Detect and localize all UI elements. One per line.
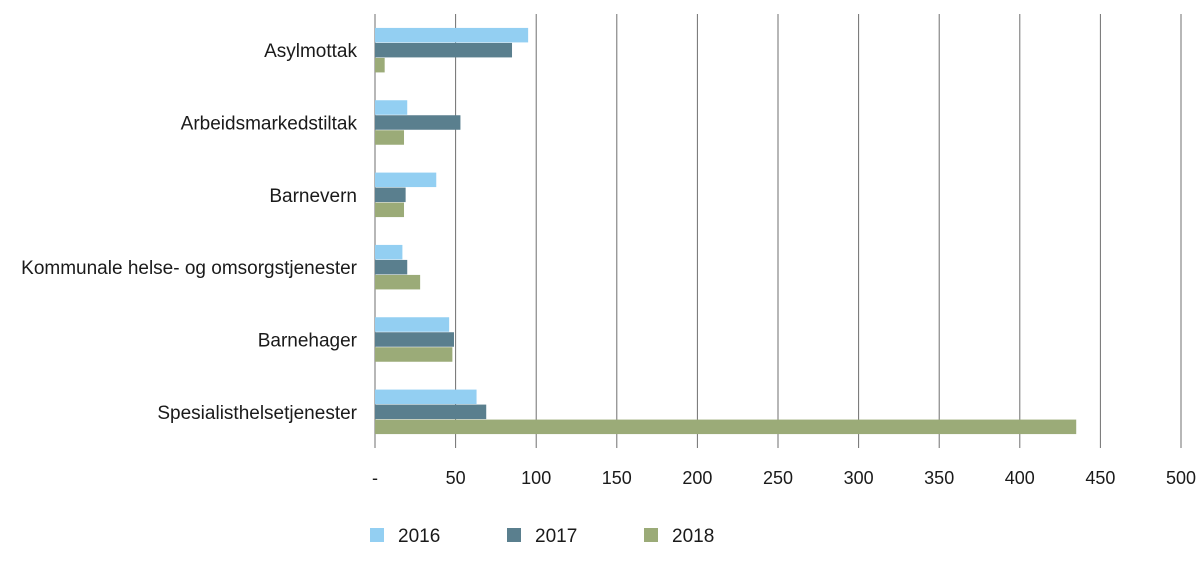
x-tick-label: 500 <box>1166 468 1196 488</box>
x-tick-label: 300 <box>844 468 874 488</box>
category-label: Arbeidsmarkedstiltak <box>181 114 358 135</box>
bar-2-2018 <box>375 202 405 218</box>
bar-3-2018 <box>375 274 421 290</box>
x-tick-label: 350 <box>924 468 954 488</box>
x-tick-labels: - 50 100 150 200 250 300 350 400 450 500 <box>372 468 1196 488</box>
x-tick-label: 200 <box>682 468 712 488</box>
legend-swatch-2017 <box>507 528 521 542</box>
bar-5-2018 <box>375 419 1077 435</box>
category-label: Barnevern <box>269 186 357 207</box>
x-tick-label: 150 <box>602 468 632 488</box>
bar-4-2016 <box>375 317 450 332</box>
bar-0-2018 <box>375 57 385 73</box>
bar-0-2017 <box>375 42 513 58</box>
legend-label-2016: 2016 <box>398 526 440 547</box>
category-label: Asylmottak <box>264 41 357 62</box>
category-label: Spesialisthelsetjenester <box>157 403 357 424</box>
x-tick-label: 400 <box>1005 468 1035 488</box>
x-tick-label: 50 <box>446 468 466 488</box>
legend-label-2017: 2017 <box>535 526 577 547</box>
legend-label-2018: 2018 <box>672 526 714 547</box>
bar-4-2017 <box>375 332 454 347</box>
legend-swatch-2016 <box>370 528 384 542</box>
bar-2-2016 <box>375 172 437 188</box>
legend: 2016 2017 2018 <box>370 526 714 547</box>
bar-2-2017 <box>375 187 406 203</box>
bar-5-2017 <box>375 404 487 420</box>
x-tick-label: 100 <box>521 468 551 488</box>
bar-1-2018 <box>375 130 405 145</box>
bar-4-2018 <box>375 347 453 362</box>
x-tick-label: 450 <box>1085 468 1115 488</box>
x-tick-label: - <box>372 468 378 488</box>
bar-5-2016 <box>375 389 477 405</box>
bars <box>375 27 1077 435</box>
bar-0-2016 <box>375 27 529 43</box>
gridlines <box>374 14 1182 448</box>
bar-1-2016 <box>375 100 408 115</box>
x-tick-label: 250 <box>763 468 793 488</box>
category-label: Kommunale helse- og omsorgstjenester <box>21 258 358 279</box>
bar-3-2017 <box>375 259 408 275</box>
legend-swatch-2018 <box>644 528 658 542</box>
bar-3-2016 <box>375 244 403 260</box>
category-label: Barnehager <box>258 331 358 352</box>
category-labels: Asylmottak Arbeidsmarkedstiltak Barnevern K… <box>21 41 358 424</box>
bar-1-2017 <box>375 115 461 130</box>
